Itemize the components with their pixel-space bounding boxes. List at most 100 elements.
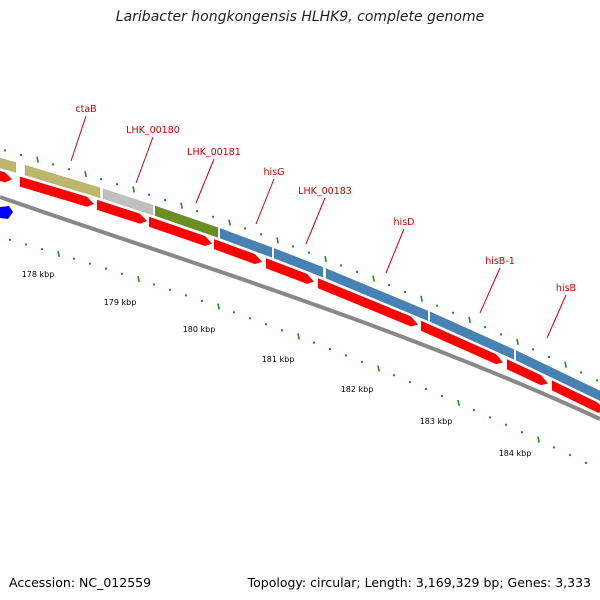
scale-dot xyxy=(313,341,315,344)
gene-label-hisb-1: hisB-1 xyxy=(485,256,515,267)
scale-dot xyxy=(105,267,107,270)
scale-dot xyxy=(148,193,150,196)
scale-dot xyxy=(356,270,358,273)
scale-dot xyxy=(116,183,118,186)
scale-dot xyxy=(20,153,22,156)
scale-tick xyxy=(516,338,519,346)
feature-segment xyxy=(154,205,219,238)
scale-dot xyxy=(153,283,155,286)
scale-dot xyxy=(249,317,251,320)
scale-tick xyxy=(36,156,39,163)
scale-dot xyxy=(233,311,235,314)
scale-tick xyxy=(132,186,135,193)
cds-arrow xyxy=(318,278,418,327)
gene-label-hisg: hisG xyxy=(264,167,285,178)
cds-arrow xyxy=(421,320,503,365)
scale-dot xyxy=(265,323,267,326)
scale-dot xyxy=(25,243,27,246)
leader-line xyxy=(546,294,567,339)
gene-label-lhk_00183: LHK_00183 xyxy=(298,186,352,197)
scale-dot xyxy=(52,163,54,166)
scale-dot xyxy=(473,409,475,412)
scale-tick xyxy=(57,250,60,258)
gene-label-lhk_00181: LHK_00181 xyxy=(187,147,241,158)
feature-segment xyxy=(0,157,17,173)
backbone-ring xyxy=(0,195,600,421)
dot-row-inner xyxy=(9,238,587,464)
feature-segment xyxy=(515,350,600,402)
scale-dot xyxy=(212,215,214,218)
scale-dot xyxy=(521,431,523,434)
scale-dot xyxy=(404,290,406,293)
kbp-label: 182 kbp xyxy=(341,385,374,394)
kbp-label: 179 kbp xyxy=(104,298,137,307)
scale-dot xyxy=(169,288,171,291)
scale-dot xyxy=(329,348,331,351)
scale-dot xyxy=(532,348,534,351)
scale-dot xyxy=(585,461,587,464)
gene-labels: ctaB LHK_00180 LHK_00181 hisG LHK_00183 hisD h… xyxy=(70,104,576,339)
map-title: Laribacter hongkongensis HLHK9, complete… xyxy=(115,9,485,25)
scale-dot xyxy=(425,387,427,390)
cds-arrow xyxy=(0,171,12,183)
leader-line xyxy=(305,197,326,245)
leader-line xyxy=(195,158,215,204)
kbp-label: 178 kbp xyxy=(22,270,55,279)
scale-dot xyxy=(164,199,166,202)
scale-tick xyxy=(377,365,380,372)
feature-segment xyxy=(24,164,101,199)
scale-dot xyxy=(361,360,363,363)
feature-segment xyxy=(429,311,515,360)
cds-track xyxy=(0,171,600,413)
scale-dot xyxy=(196,210,198,213)
scale-tick xyxy=(420,295,423,302)
kbp-label: 181 kbp xyxy=(262,355,295,364)
scale-dot xyxy=(89,262,91,265)
feature-segment xyxy=(219,227,273,258)
scale-dot xyxy=(388,284,390,287)
scale-dot xyxy=(185,294,187,297)
scale-dot xyxy=(9,238,11,241)
scale-tick xyxy=(84,170,87,178)
gene-label-hisd: hisD xyxy=(394,217,415,228)
scale-dot xyxy=(201,299,203,302)
scale-tick xyxy=(564,361,567,368)
scale-dot xyxy=(548,355,550,358)
cds-arrow xyxy=(266,258,314,284)
cds-arrow xyxy=(552,380,600,413)
scale-dot xyxy=(345,354,347,357)
feature-segment xyxy=(325,268,429,322)
scale-dot xyxy=(393,374,395,377)
scale-tick xyxy=(457,399,460,407)
scale-tick xyxy=(324,255,327,263)
scale-dot xyxy=(4,149,6,152)
scale-tick xyxy=(137,275,140,283)
scale-dot xyxy=(121,272,123,275)
scale-tick xyxy=(228,219,231,226)
scale-dot xyxy=(441,394,443,397)
scale-dot xyxy=(452,311,454,314)
scale-dot xyxy=(569,454,571,457)
scale-tick xyxy=(468,316,471,324)
scale-tick xyxy=(180,202,183,209)
scale-dot xyxy=(281,329,283,332)
scale-dot xyxy=(41,248,43,251)
cds-arrow xyxy=(507,359,548,386)
leader-line xyxy=(135,136,154,184)
feature-segment xyxy=(102,188,154,216)
scale-dot xyxy=(409,381,411,384)
leader-line xyxy=(255,178,275,225)
scale-dot xyxy=(553,446,555,449)
leader-line xyxy=(479,267,501,314)
scale-dot xyxy=(484,326,486,329)
scale-tick xyxy=(297,333,300,340)
scale-dot xyxy=(292,245,294,248)
leader-line xyxy=(70,115,87,162)
scale-tick xyxy=(276,237,279,244)
gene-label-hisb: hisB xyxy=(556,283,576,294)
scale-dot xyxy=(308,251,310,254)
scale-dot xyxy=(505,423,507,426)
scale-dot xyxy=(436,304,438,307)
scale-tick xyxy=(372,275,375,282)
scale-dot xyxy=(596,379,598,382)
